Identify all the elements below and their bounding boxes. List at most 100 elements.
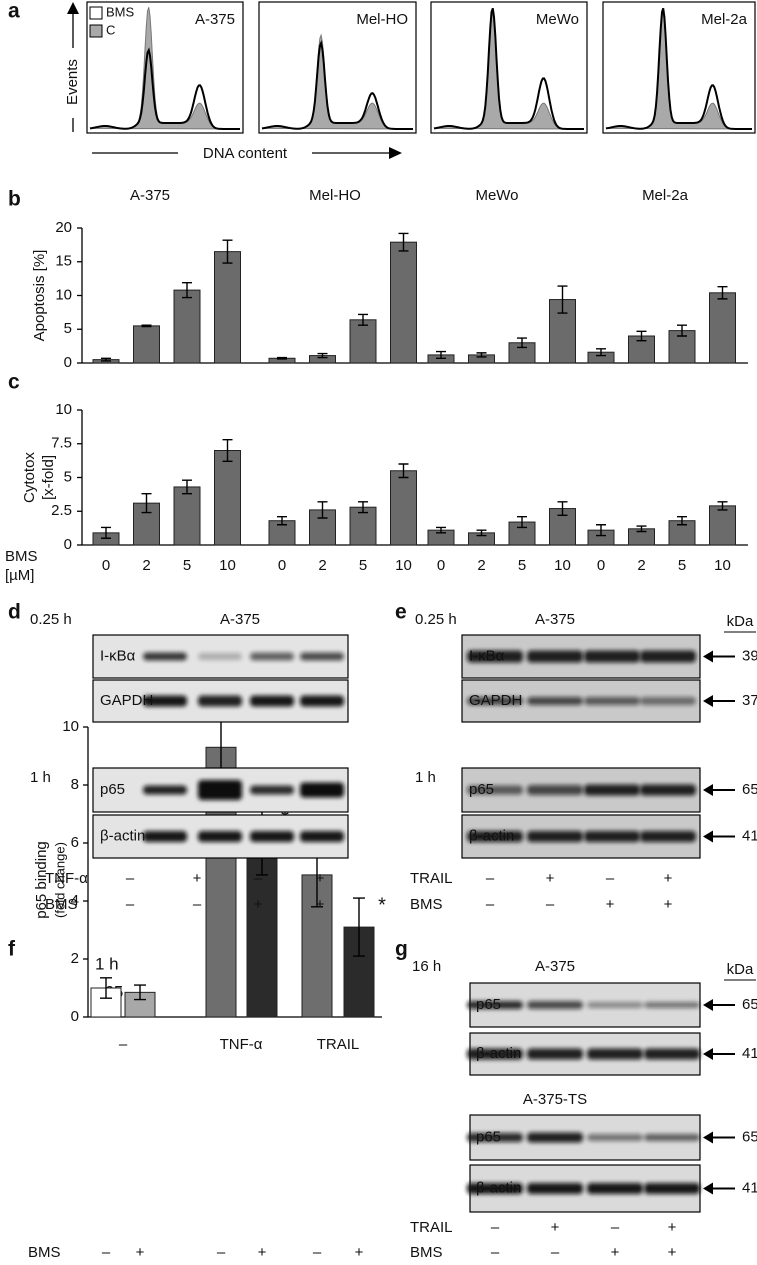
treatment-sign: – (193, 896, 202, 913)
blot-band (584, 784, 640, 796)
row-label: TRAIL (410, 870, 453, 887)
cell-line-label: A-375-TS (523, 1091, 587, 1108)
protein-label: β-actin (476, 1045, 521, 1062)
error-bar (141, 324, 152, 328)
blot-band (527, 697, 583, 705)
protein-label: GAPDH (469, 692, 522, 709)
blot-band (584, 831, 640, 842)
error-bar (182, 479, 192, 495)
bar (709, 292, 736, 364)
protein-label: p65 (469, 781, 494, 798)
blot-band (587, 1048, 643, 1060)
error-bar (101, 357, 111, 362)
x-tick-label: 0 (597, 557, 605, 574)
y-tick-label: 2.5 (51, 502, 72, 519)
arrow-head (389, 147, 402, 159)
treatment-sign: + (668, 1219, 677, 1236)
error-bar (436, 350, 446, 359)
blot-band (467, 1183, 523, 1194)
blot-band (527, 831, 583, 842)
protein-label: p65 (476, 1128, 501, 1145)
bar (390, 241, 417, 364)
treatment-sign: + (611, 1244, 620, 1261)
protein-label: β-actin (476, 1179, 521, 1196)
panel-letter: a (8, 0, 20, 23)
blot-band (644, 1134, 700, 1141)
bar (349, 319, 377, 364)
time-label: 0.25 h (30, 611, 72, 628)
arrow-head (67, 2, 79, 14)
cell-line-label: Mel-HO (356, 11, 408, 28)
bar (301, 874, 333, 1018)
unit-label: kDa (727, 613, 754, 630)
blot-band (587, 1134, 643, 1141)
error-bar (317, 501, 328, 519)
x-tick-label: 2 (142, 557, 150, 574)
y-tick-label: 5 (64, 468, 72, 485)
arrow-head (703, 650, 713, 663)
treatment-sign: – (217, 1244, 226, 1261)
error-bar (717, 501, 728, 511)
significance-mark: * (378, 894, 386, 916)
axis-title: (fold change) (52, 842, 67, 918)
x-tick-label: 10 (714, 557, 731, 574)
treatment-sign: – (546, 896, 555, 913)
blot-band (527, 1001, 583, 1009)
group-label: Mel-2a (642, 187, 689, 204)
panel-letter: g (395, 938, 408, 961)
blot-band (527, 785, 583, 795)
blot-band (467, 831, 523, 842)
treatment-sign: + (664, 870, 673, 887)
row-label: BMS (410, 896, 443, 913)
y-tick-label: 0 (64, 354, 72, 371)
protein-label: I-κBα (100, 647, 136, 664)
row-label: TNF-α (45, 870, 88, 887)
bar (549, 299, 576, 364)
y-tick-label: 10 (55, 286, 72, 303)
time-label: 1 h (30, 769, 51, 786)
blot-band (250, 831, 294, 842)
blot-band (300, 652, 344, 661)
treatment-sign: – (102, 1244, 111, 1261)
error-bar (596, 524, 606, 537)
treatment-sign: – (486, 870, 495, 887)
error-bar (222, 239, 233, 264)
cell-line-label: MeWo (536, 11, 579, 28)
blot-band (467, 785, 523, 795)
legend-label: BMS (106, 4, 135, 19)
histogram-frame (430, 1, 588, 134)
error-bar (134, 984, 146, 1001)
cell-line-label: A-375 (195, 11, 235, 28)
arrow-head (703, 1131, 713, 1144)
blot-band (584, 650, 640, 663)
x-tick-label: 10 (395, 557, 412, 574)
treatment-sign: – (313, 1244, 322, 1261)
blot-band (300, 782, 344, 798)
treatment-sign: – (491, 1244, 500, 1261)
axis-title: [µM] (5, 567, 34, 584)
error-bar (517, 515, 527, 529)
blot-band (300, 831, 344, 842)
cell-line-label: A-375 (220, 611, 260, 628)
bar (173, 486, 201, 546)
blot-band (640, 650, 696, 663)
arrow-head (703, 695, 713, 707)
treatment-sign: + (136, 1244, 145, 1261)
x-tick-label: 5 (518, 557, 526, 574)
group-label: – (119, 1036, 128, 1053)
group-label: A-375 (130, 187, 170, 204)
arrow-head (703, 1048, 713, 1060)
bar (214, 251, 241, 364)
histogram-frame (602, 1, 756, 134)
unit-label: kDa (727, 961, 754, 978)
x-tick-label: 2 (477, 557, 485, 574)
arrow-head (703, 1182, 713, 1195)
blot-band (467, 697, 523, 705)
y-tick-label: 15 (55, 253, 72, 270)
error-bar (636, 330, 647, 342)
row-label: TRAIL (410, 1219, 453, 1236)
error-bar (476, 352, 487, 358)
axis-title: BMS (5, 548, 38, 565)
blot-band (527, 650, 583, 663)
x-tick-label: 0 (102, 557, 110, 574)
